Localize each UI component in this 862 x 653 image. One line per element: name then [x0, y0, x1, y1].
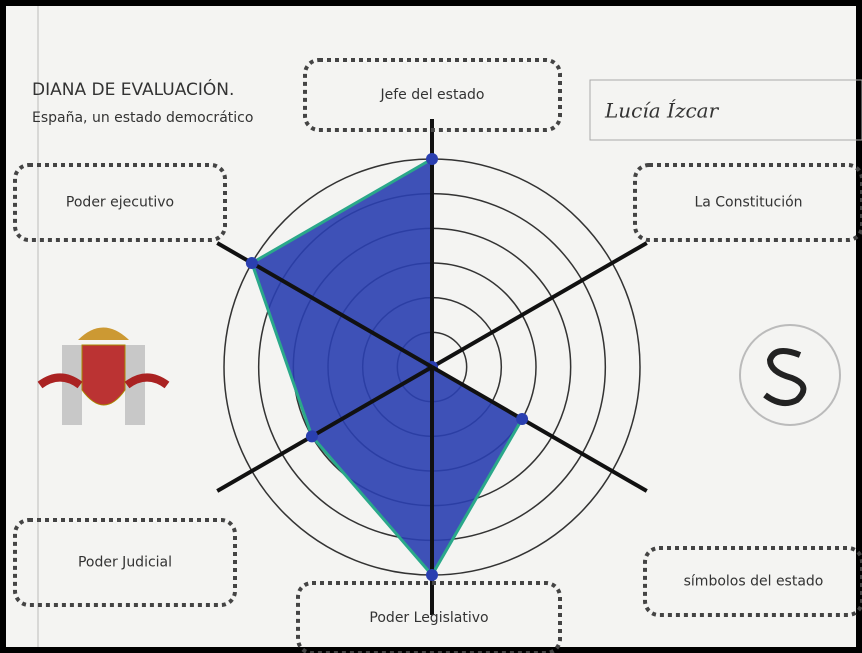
point: [245, 257, 258, 269]
axis-label: Jefe del estado: [379, 87, 484, 103]
axis-label: La Constitución: [694, 195, 802, 211]
axis-line: [430, 365, 648, 493]
label-box: [13, 518, 237, 607]
student-name: Lucía Ízcar: [604, 99, 720, 123]
name-box: [589, 79, 862, 141]
point: [305, 430, 318, 443]
school-logo: [739, 324, 841, 426]
axis-label: símbolos del estado: [684, 574, 824, 590]
title: DIANA DE EVALUACIÓN.: [32, 78, 234, 100]
point: [426, 153, 438, 165]
subtitle: España, un estado democrático: [32, 110, 253, 126]
label-box: [303, 58, 562, 132]
coat-of-arms: [37, 327, 170, 425]
label-box: [13, 163, 227, 242]
label-box: [633, 163, 862, 242]
point: [426, 569, 438, 581]
axis-label: Poder Legislativo: [369, 610, 488, 626]
point: [516, 413, 529, 425]
axis-label: Poder ejecutivo: [66, 195, 174, 211]
axis-label: Poder Judicial: [78, 555, 172, 571]
axis-line: [216, 365, 433, 493]
axis-line: [430, 241, 648, 369]
